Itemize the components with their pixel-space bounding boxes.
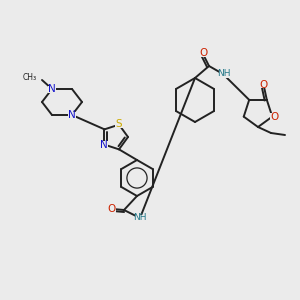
FancyBboxPatch shape <box>199 50 207 56</box>
FancyBboxPatch shape <box>260 81 268 88</box>
FancyBboxPatch shape <box>108 206 116 212</box>
Text: N: N <box>68 110 76 120</box>
FancyBboxPatch shape <box>270 113 278 120</box>
Text: O: O <box>260 80 268 90</box>
FancyBboxPatch shape <box>100 141 109 148</box>
Text: O: O <box>108 204 116 214</box>
FancyBboxPatch shape <box>218 70 230 77</box>
Text: O: O <box>270 112 278 122</box>
Text: S: S <box>116 118 122 129</box>
FancyBboxPatch shape <box>68 112 76 118</box>
Text: N: N <box>100 140 107 150</box>
Text: O: O <box>199 48 207 58</box>
FancyBboxPatch shape <box>134 214 146 221</box>
Text: NH: NH <box>133 214 147 223</box>
Text: N: N <box>48 84 56 94</box>
FancyBboxPatch shape <box>115 121 123 128</box>
Text: NH: NH <box>217 70 231 79</box>
Text: CH₃: CH₃ <box>23 73 37 82</box>
FancyBboxPatch shape <box>48 85 56 92</box>
